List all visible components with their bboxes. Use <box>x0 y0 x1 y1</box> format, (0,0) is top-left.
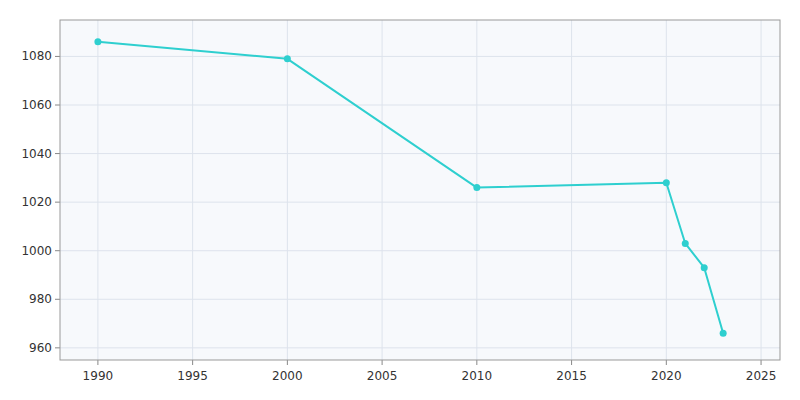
y-grid-line <box>60 105 780 106</box>
data-point <box>94 38 101 45</box>
x-tick <box>571 360 572 365</box>
axes: 1990 1995 2000 2005 2010 2015 2020 2025 960 980 10… <box>21 49 776 383</box>
y-tick-label: 980 <box>29 292 52 306</box>
x-tick-label: 2015 <box>556 369 587 383</box>
y-tick-label: 1000 <box>21 244 52 258</box>
x-tick <box>192 360 193 365</box>
x-tick <box>382 360 383 365</box>
x-grid-line <box>192 20 193 360</box>
x-tick <box>97 360 98 365</box>
data-point <box>284 55 291 62</box>
x-grid-line <box>571 20 572 360</box>
grid <box>60 20 780 360</box>
x-tick-label: 2010 <box>462 369 493 383</box>
x-tick <box>761 360 762 365</box>
y-tick <box>55 153 60 154</box>
data-layer <box>94 38 726 336</box>
y-tick-label: 1020 <box>21 195 52 209</box>
x-grid-line <box>287 20 288 360</box>
x-tick <box>666 360 667 365</box>
x-grid-line <box>761 20 762 360</box>
y-tick <box>55 299 60 300</box>
data-point <box>682 240 689 247</box>
x-tick <box>476 360 477 365</box>
chart-container: 1990 1995 2000 2005 2010 2015 2020 2025 960 980 10… <box>0 0 800 400</box>
x-grid-line <box>97 20 98 360</box>
y-grid-line <box>60 56 780 57</box>
x-tick-label: 2000 <box>272 369 303 383</box>
y-grid-line <box>60 347 780 348</box>
x-tick-label: 2005 <box>367 369 398 383</box>
plot-background <box>60 20 780 360</box>
y-tick <box>55 250 60 251</box>
y-tick-label: 1080 <box>21 49 52 63</box>
data-line <box>98 42 723 333</box>
y-tick <box>55 105 60 106</box>
x-tick-label: 1990 <box>83 369 114 383</box>
chart-svg: 1990 1995 2000 2005 2010 2015 2020 2025 960 980 10… <box>0 0 800 400</box>
y-tick-label: 1040 <box>21 147 52 161</box>
x-grid-line <box>382 20 383 360</box>
data-point <box>720 330 727 337</box>
x-tick-label: 2025 <box>746 369 777 383</box>
y-tick <box>55 56 60 57</box>
data-point <box>701 264 708 271</box>
data-point <box>663 179 670 186</box>
data-point <box>473 184 480 191</box>
x-tick-label: 1995 <box>177 369 208 383</box>
x-grid-line <box>666 20 667 360</box>
y-tick-label: 960 <box>29 341 52 355</box>
x-tick-label: 2020 <box>651 369 682 383</box>
y-tick <box>55 202 60 203</box>
y-tick-label: 1060 <box>21 98 52 112</box>
x-tick <box>287 360 288 365</box>
plot-frame <box>60 20 780 360</box>
y-tick <box>55 347 60 348</box>
y-grid-line <box>60 299 780 300</box>
y-grid-line <box>60 250 780 251</box>
y-grid-line <box>60 153 780 154</box>
